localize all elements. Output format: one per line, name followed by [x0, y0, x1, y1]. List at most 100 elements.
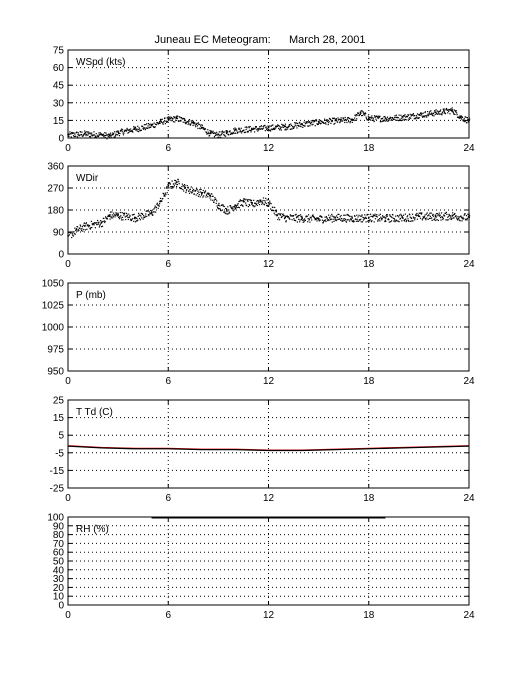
data-point — [304, 219, 307, 222]
data-point — [434, 214, 436, 216]
data-point — [386, 214, 389, 216]
data-point — [134, 126, 137, 128]
data-point — [299, 121, 301, 123]
data-point — [146, 127, 149, 129]
data-point — [386, 116, 389, 118]
data-point — [245, 126, 248, 128]
data-point — [177, 115, 179, 118]
data-point — [252, 205, 254, 207]
data-point — [131, 218, 133, 221]
data-point — [179, 117, 181, 119]
data-point — [184, 119, 186, 122]
data-point — [189, 124, 191, 126]
data-point — [123, 214, 125, 216]
data-point — [306, 121, 308, 123]
y-tick-label: 30 — [53, 98, 65, 109]
data-point — [377, 220, 379, 222]
x-tick-label: 0 — [65, 143, 71, 154]
data-point — [217, 207, 219, 209]
data-point — [324, 219, 326, 222]
data-point — [118, 132, 120, 134]
data-point — [381, 120, 383, 123]
data-point — [349, 122, 351, 124]
data-point — [214, 197, 216, 199]
data-point — [441, 216, 443, 219]
data-point — [249, 129, 252, 132]
data-point — [265, 127, 267, 129]
data-point — [379, 115, 381, 117]
data-point — [108, 133, 110, 135]
data-point — [439, 215, 441, 217]
data-point — [258, 200, 260, 202]
data-point — [431, 114, 434, 117]
data-point — [343, 214, 345, 216]
data-point — [407, 114, 409, 116]
data-point — [433, 219, 435, 221]
data-point — [375, 215, 377, 218]
data-point — [322, 121, 324, 124]
data-point — [193, 123, 195, 125]
data-point — [167, 184, 170, 187]
data-point — [236, 130, 238, 132]
data-point — [172, 183, 175, 185]
data-point — [460, 115, 462, 117]
data-point — [174, 121, 176, 123]
data-point — [139, 219, 142, 221]
data-point — [192, 124, 194, 127]
data-point — [148, 127, 150, 129]
data-point — [350, 219, 352, 221]
data-point — [436, 113, 438, 115]
data-point — [373, 215, 375, 217]
data-point — [266, 204, 268, 207]
data-point — [286, 126, 288, 128]
data-point — [184, 187, 186, 189]
data-point — [400, 114, 402, 116]
data-point — [226, 210, 228, 213]
data-point — [349, 117, 351, 120]
data-point — [418, 117, 420, 119]
data-point — [228, 209, 230, 211]
data-point — [77, 132, 80, 134]
data-point — [336, 119, 338, 121]
data-point — [336, 121, 339, 123]
data-point — [448, 110, 450, 112]
data-point — [348, 215, 350, 217]
data-point — [222, 205, 224, 207]
data-point — [159, 120, 161, 123]
data-point — [417, 214, 419, 216]
data-point — [351, 118, 353, 121]
y-tick-label: 10 — [53, 592, 65, 603]
data-point — [453, 109, 456, 111]
data-point — [279, 128, 282, 130]
data-point — [113, 136, 115, 138]
y-tick-label: -15 — [50, 466, 65, 477]
data-point — [315, 217, 317, 220]
data-point — [182, 118, 184, 120]
data-point — [303, 121, 305, 123]
data-point — [309, 122, 311, 124]
data-point — [160, 120, 162, 122]
data-point — [425, 213, 427, 215]
data-point — [116, 134, 118, 136]
data-point — [203, 127, 205, 129]
data-point — [312, 214, 314, 216]
data-point — [295, 122, 298, 124]
data-point — [436, 110, 439, 112]
data-point — [396, 220, 398, 222]
data-point — [258, 126, 261, 128]
data-point — [209, 197, 211, 199]
data-point — [434, 215, 437, 218]
data-point — [84, 229, 87, 231]
data-point — [216, 134, 218, 136]
data-point — [282, 126, 285, 128]
data-point — [371, 119, 373, 121]
y-tick-label: 1025 — [42, 301, 65, 312]
y-tick-label: 0 — [58, 134, 64, 145]
data-point — [386, 118, 388, 120]
data-point — [348, 121, 350, 123]
data-point — [115, 212, 117, 214]
data-point — [121, 129, 124, 131]
data-point — [249, 199, 252, 201]
data-point — [468, 216, 470, 219]
data-point — [79, 224, 81, 226]
